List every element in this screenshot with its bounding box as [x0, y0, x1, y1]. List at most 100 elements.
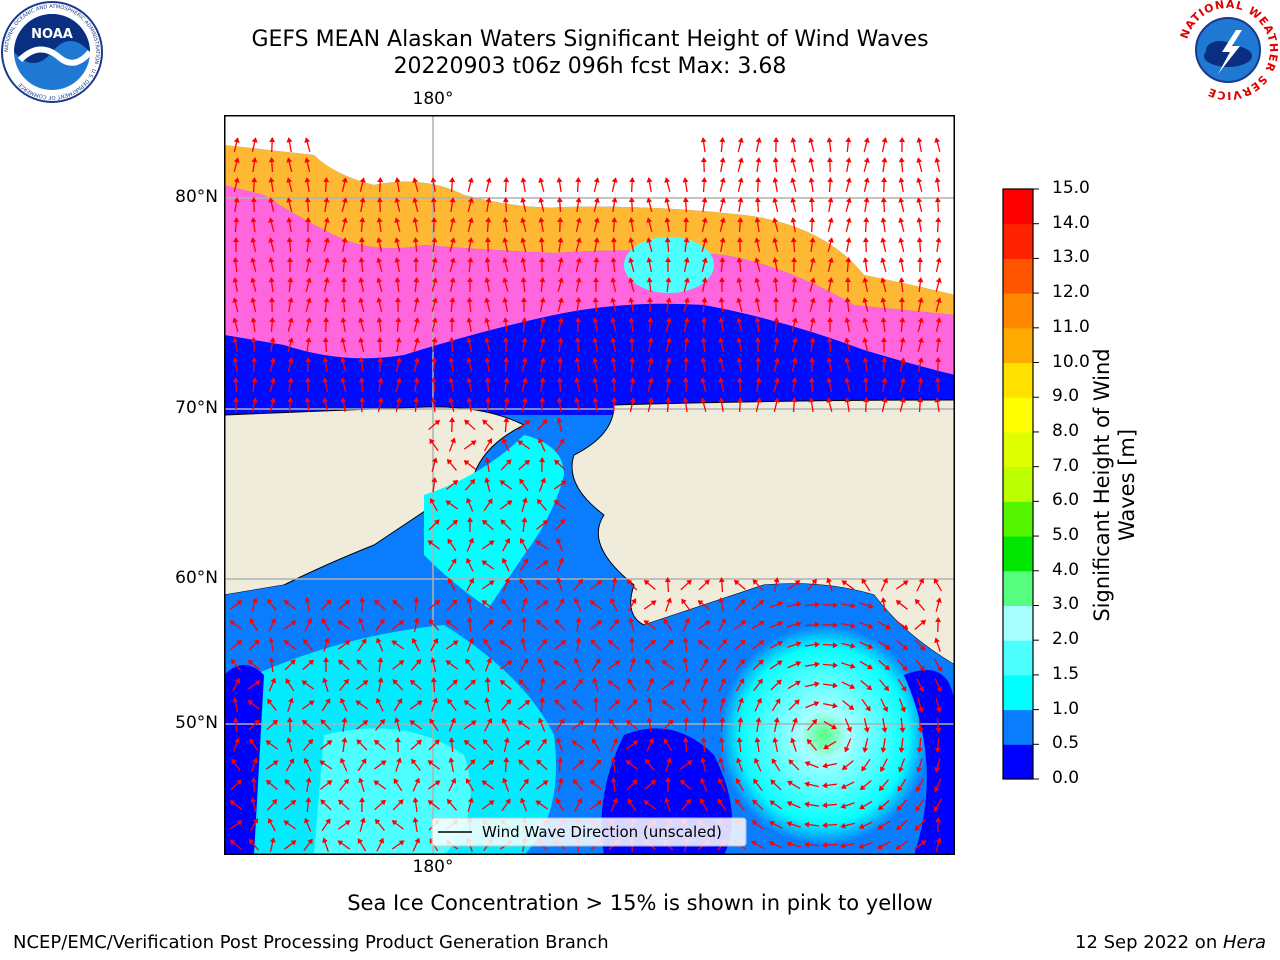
- wave-direction-arrow: [899, 137, 906, 153]
- wave-direction-arrow: [862, 357, 869, 373]
- wave-direction-arrow: [628, 297, 635, 312]
- wave-direction-arrow: [661, 680, 675, 690]
- wave-direction-arrow: [535, 580, 549, 590]
- wave-direction-arrow: [555, 438, 565, 452]
- wave-direction-arrow: [539, 277, 546, 293]
- wave-direction-arrow: [536, 520, 549, 530]
- wave-direction-arrow: [701, 297, 708, 313]
- wave-direction-arrow: [412, 197, 419, 212]
- wave-direction-arrow: [718, 377, 725, 392]
- wave-direction-arrow: [844, 357, 851, 372]
- wave-direction-arrow: [863, 217, 870, 233]
- wave-direction-arrow: [481, 519, 494, 531]
- wave-direction-arrow: [665, 317, 672, 332]
- wave-direction-arrow: [663, 618, 673, 632]
- wave-direction-arrow: [233, 157, 240, 172]
- wave-direction-arrow: [501, 557, 510, 572]
- wave-direction-arrow: [251, 597, 258, 612]
- wave-direction-arrow: [628, 617, 635, 632]
- wave-direction-arrow: [537, 738, 547, 752]
- wave-direction-arrow: [268, 217, 275, 232]
- wave-direction-arrow: [250, 337, 257, 353]
- wave-direction-arrow: [284, 779, 296, 791]
- wave-direction-arrow: [646, 257, 653, 272]
- wave-direction-arrow: [283, 620, 297, 630]
- noaa-logo-icon: NOAA NATIONAL OCEANIC AND ATMOSPHERIC AD…: [1, 1, 103, 103]
- wave-direction-arrow: [268, 677, 276, 692]
- wave-direction-arrow: [413, 597, 420, 613]
- wave-direction-arrow: [574, 797, 583, 812]
- wave-direction-arrow: [575, 197, 582, 213]
- wave-direction-arrow: [682, 677, 691, 692]
- wave-direction-arrow: [719, 177, 726, 192]
- wave-direction-arrow: [427, 800, 440, 810]
- wave-direction-arrow: [431, 357, 438, 373]
- wave-direction-arrow: [716, 639, 728, 651]
- wave-direction-arrow: [521, 377, 528, 392]
- wave-direction-arrow: [556, 737, 563, 752]
- colorbar-tick-label: 11.0: [1052, 316, 1090, 337]
- wave-direction-arrow: [899, 297, 906, 313]
- wave-direction-arrow: [700, 757, 707, 772]
- wave-direction-arrow: [845, 177, 852, 192]
- wave-direction-arrow: [448, 397, 455, 412]
- wave-direction-arrow: [321, 818, 331, 832]
- colorbar-label-line2: Waves [m]: [1115, 428, 1139, 542]
- wave-direction-arrow: [914, 619, 927, 631]
- wave-direction-arrow: [268, 617, 276, 632]
- wave-direction-arrow: [935, 597, 942, 612]
- wave-direction-arrow: [231, 758, 241, 772]
- colorbar-segment: [1003, 570, 1033, 606]
- wave-direction-arrow: [718, 577, 725, 593]
- wave-direction-arrow: [718, 597, 725, 612]
- wave-direction-arrow: [557, 297, 564, 312]
- wave-direction-arrow: [484, 677, 491, 693]
- wave-direction-arrow: [719, 697, 726, 712]
- wave-direction-arrow: [320, 780, 333, 790]
- wave-direction-arrow: [917, 317, 924, 332]
- wave-direction-arrow: [519, 558, 529, 572]
- wave-direction-arrow: [701, 697, 708, 712]
- wave-direction-arrow: [841, 642, 856, 649]
- wave-direction-arrow: [737, 177, 744, 192]
- wave-direction-arrow: [665, 337, 672, 352]
- wave-direction-arrow: [736, 337, 743, 352]
- wave-direction-arrow: [556, 577, 563, 592]
- wave-direction-arrow: [734, 620, 747, 630]
- wave-direction-arrow: [914, 598, 925, 611]
- wave-direction-arrow: [804, 621, 820, 628]
- wave-direction-arrow: [341, 737, 348, 753]
- wave-direction-arrow: [467, 217, 474, 232]
- wave-direction-arrow: [697, 600, 711, 610]
- wave-direction-arrow: [575, 217, 582, 232]
- wave-direction-arrow: [463, 460, 476, 470]
- wave-direction-arrow: [341, 257, 348, 273]
- wave-direction-arrow: [719, 137, 726, 153]
- wave-direction-arrow: [557, 337, 564, 353]
- wave-direction-arrow: [323, 217, 330, 232]
- wave-direction-arrow: [286, 177, 293, 192]
- wave-direction-arrow: [787, 680, 801, 690]
- wave-direction-arrow: [251, 377, 258, 393]
- wave-direction-arrow: [643, 579, 656, 590]
- wave-direction-arrow: [646, 237, 653, 252]
- wave-direction-arrow: [679, 760, 693, 770]
- wave-direction-arrow: [804, 841, 820, 848]
- wave-direction-arrow: [304, 377, 311, 393]
- wave-direction-arrow: [409, 679, 422, 690]
- wave-direction-arrow: [574, 397, 581, 412]
- wave-direction-arrow: [535, 600, 549, 610]
- wave-direction-arrow: [413, 257, 420, 273]
- wave-direction-arrow: [287, 277, 294, 293]
- wave-direction-arrow: [521, 397, 528, 412]
- wave-direction-arrow: [502, 537, 511, 552]
- wave-direction-arrow: [898, 217, 905, 232]
- wave-direction-arrow: [301, 719, 314, 731]
- wave-direction-arrow: [754, 337, 761, 353]
- wave-direction-arrow: [809, 317, 816, 332]
- wave-direction-arrow: [719, 197, 726, 212]
- wave-direction-arrow: [574, 597, 582, 612]
- wave-direction-arrow: [915, 798, 925, 812]
- wave-direction-arrow: [305, 217, 312, 233]
- wave-direction-arrow: [896, 639, 909, 651]
